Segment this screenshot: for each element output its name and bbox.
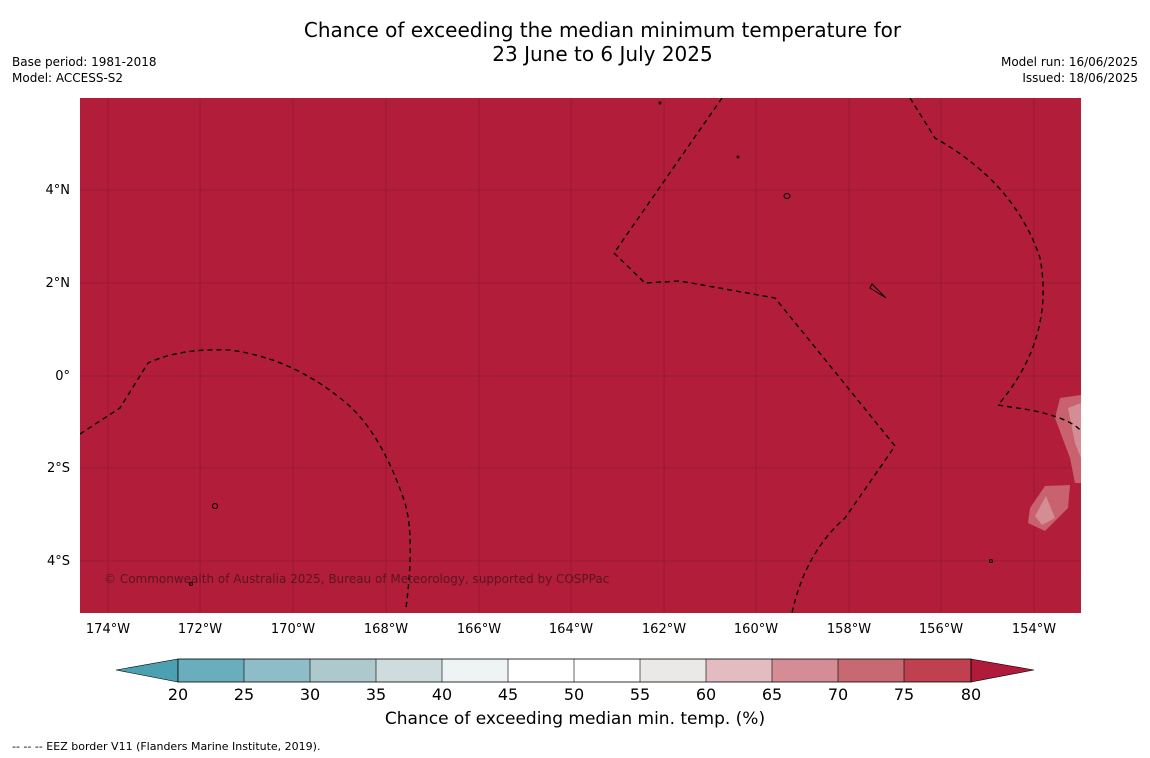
patch-65-southeast [1035,496,1055,525]
meta-right: Model run: 16/06/2025 Issued: 18/06/2025 [1001,54,1138,86]
colorbar-tick-20: 20 [167,685,189,704]
eez-footnote: -- -- -- EEZ border V11 (Flanders Marine… [12,740,321,753]
colorbar-tick-75: 75 [893,685,915,704]
colorbar-high-arrow [970,658,1035,683]
model-name: Model: ACCESS-S2 [12,71,124,85]
colorbar-swatch-40-45 [442,659,508,682]
colorbar-swatch-35-40 [376,659,442,682]
map-canvas [80,98,1081,613]
colorbar-tick-70: 70 [827,685,849,704]
colorbar-tick-50: 50 [563,685,585,704]
island-4 [658,101,662,105]
probability-patches [1028,395,1081,531]
patch-65-east [1068,403,1081,458]
colorbar-label: Chance of exceeding median min. temp. (%… [384,709,766,729]
lon-label-164w: 164°W [548,622,594,637]
eez-border-center [613,98,896,613]
lat-label-2s: 2°S [46,461,70,476]
title-line-2: 23 June to 6 July 2025 [492,42,713,66]
colorbar-dividers [243,659,905,682]
lat-label-4n: 4°N [45,183,71,198]
lat-label-0: 0° [55,369,70,384]
colorbar-tick-35: 35 [365,685,387,704]
lon-label-174w: 174°W [85,622,131,637]
colorbar-swatch-45-50 [508,659,574,682]
colorbar-tick-80: 80 [960,685,982,704]
base-period: Base period: 1981-2018 [12,55,157,69]
issued-date: Issued: 18/06/2025 [1022,71,1138,85]
graticule [80,98,1081,613]
colorbar-swatch-60-65 [706,659,772,682]
lon-label-160w: 160°W [733,622,779,637]
lat-label-4s: 4°S [46,554,70,569]
island-2 [869,283,887,299]
colorbar-tick-60: 60 [695,685,717,704]
lon-label-158w: 158°W [826,622,872,637]
lon-label-168w: 168°W [363,622,409,637]
island-5 [736,155,740,159]
model-run: Model run: 16/06/2025 [1000,55,1138,69]
colorbar-tick-55: 55 [629,685,651,704]
lon-label-166w: 166°W [456,622,502,637]
colorbar-swatch-55-60 [640,659,706,682]
map-title: Chance of exceeding the median minimum t… [0,18,1150,66]
eez-borders [80,98,1081,613]
colorbar-tick-65: 65 [761,685,783,704]
colorbar-swatch-65-70 [772,659,838,682]
island-1 [783,193,791,199]
island-7 [189,582,193,586]
colorbar-swatch-75-80 [904,659,971,682]
colorbar-swatch-20-25 [178,659,244,682]
colorbar-tick-25: 25 [233,685,255,704]
colorbar-swatch-70-75 [838,659,904,682]
colorbar-tick-40: 40 [431,685,453,704]
colorbar-swatch-30-35 [310,659,376,682]
colorbar-outline [177,658,972,683]
colorbar-low-arrow [115,658,179,683]
colorbar-tick-45: 45 [497,685,519,704]
island-3 [212,503,218,509]
colorbar-swatch-25-30 [244,659,310,682]
map-background [80,98,1081,613]
island-6 [989,559,993,563]
lon-label-170w: 170°W [270,622,316,637]
lon-label-162w: 162°W [641,622,687,637]
title-line-1: Chance of exceeding the median minimum t… [303,18,902,42]
eez-border-west [80,349,411,609]
copyright-notice: © Commonwealth of Australia 2025, Bureau… [104,572,610,586]
lon-label-172w: 172°W [177,622,223,637]
lon-label-156w: 156°W [918,622,964,637]
lat-label-2n: 2°N [45,276,71,291]
map-area [80,98,1081,613]
colorbar-tick-30: 30 [299,685,321,704]
lon-label-154w: 154°W [1011,622,1057,637]
colorbar [115,658,1035,683]
islands [189,101,993,586]
meta-left: Base period: 1981-2018 Model: ACCESS-S2 [12,54,157,86]
colorbar-swatch-50-55 [574,659,640,682]
